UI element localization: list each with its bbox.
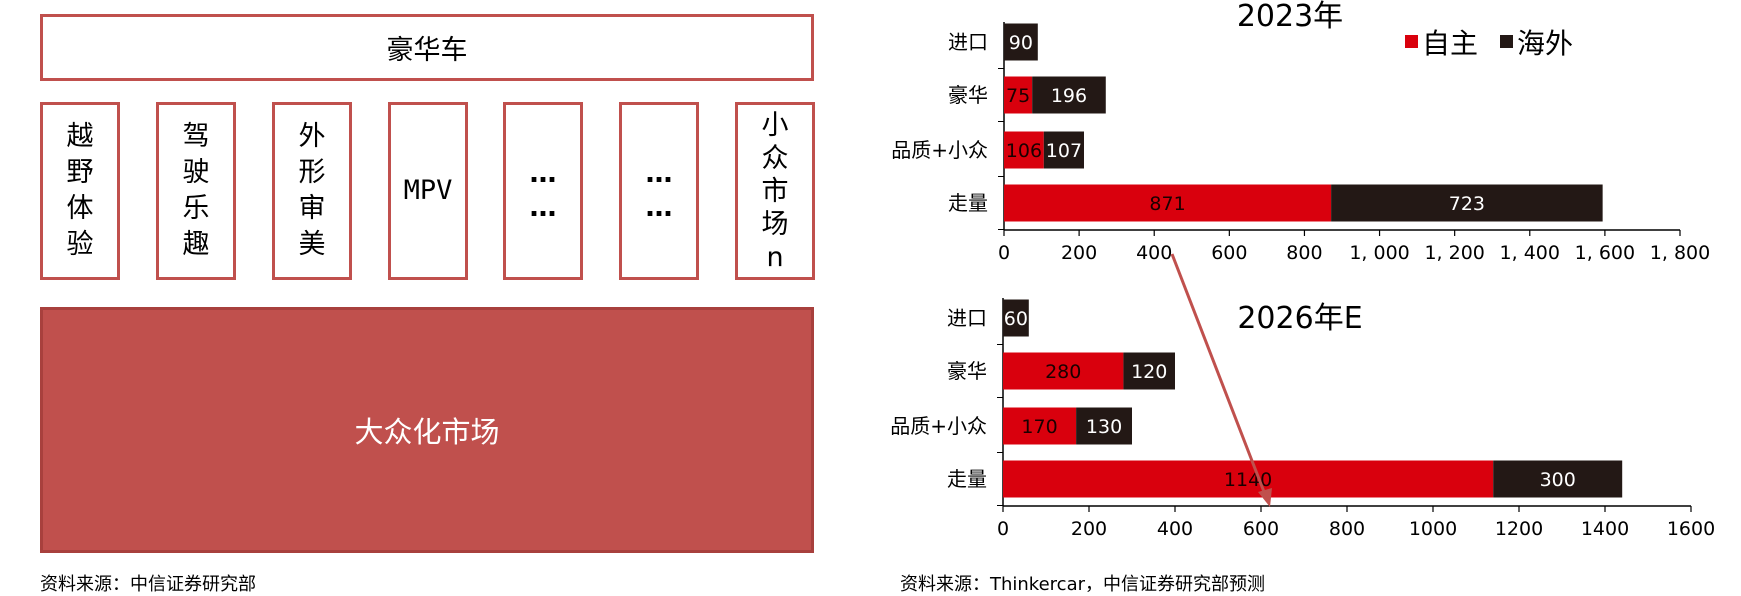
category-label: 品质+小众 [890, 414, 987, 438]
category-label: 走量 [948, 191, 988, 215]
x-tick-label: 600 [1243, 518, 1279, 540]
x-tick-label: 1, 200 [1424, 242, 1484, 264]
x-tick-label: 800 [1286, 242, 1322, 264]
x-tick-label: 400 [1136, 242, 1172, 264]
x-tick-label: 1, 400 [1500, 242, 1560, 264]
x-tick-label: 1200 [1495, 518, 1543, 540]
x-tick-label: 1400 [1581, 518, 1629, 540]
chart-title: 2026年E [1237, 301, 1362, 336]
data-label: 107 [1046, 140, 1082, 162]
data-label: 120 [1131, 361, 1167, 383]
category-label: 进口 [947, 306, 987, 330]
x-tick-label: 1000 [1409, 518, 1457, 540]
data-label: 60 [1004, 308, 1028, 330]
x-tick-label: 1, 600 [1575, 242, 1635, 264]
x-tick-label: 200 [1061, 242, 1097, 264]
data-label: 196 [1051, 85, 1087, 107]
x-tick-label: 1, 000 [1349, 242, 1409, 264]
x-tick-label: 400 [1157, 518, 1193, 540]
data-label: 170 [1021, 416, 1057, 438]
legend-swatch [1405, 35, 1418, 48]
x-tick-label: 0 [998, 242, 1010, 264]
x-tick-label: 800 [1329, 518, 1365, 540]
legend-label: 海外 [1517, 27, 1573, 60]
category-label: 品质+小众 [891, 138, 988, 162]
category-label: 豪华 [948, 83, 988, 107]
data-label: 106 [1006, 140, 1042, 162]
x-tick-label: 600 [1211, 242, 1247, 264]
legend-swatch [1500, 35, 1513, 48]
x-tick-label: 1, 800 [1650, 242, 1710, 264]
data-label: 130 [1086, 416, 1122, 438]
data-label: 90 [1009, 32, 1033, 54]
category-label: 进口 [948, 30, 988, 54]
x-tick-label: 0 [997, 518, 1009, 540]
x-tick-label: 200 [1071, 518, 1107, 540]
data-label: 75 [1006, 85, 1030, 107]
legend-label: 自主 [1422, 27, 1478, 60]
data-label: 723 [1449, 193, 1485, 215]
category-label: 豪华 [947, 359, 987, 383]
data-label: 871 [1149, 193, 1185, 215]
data-label: 280 [1045, 361, 1081, 383]
x-tick-label: 1600 [1667, 518, 1715, 540]
chart-title: 2023年 [1237, 0, 1343, 34]
data-label: 300 [1540, 469, 1576, 491]
category-label: 走量 [947, 467, 987, 491]
data-label: 1140 [1224, 469, 1272, 491]
